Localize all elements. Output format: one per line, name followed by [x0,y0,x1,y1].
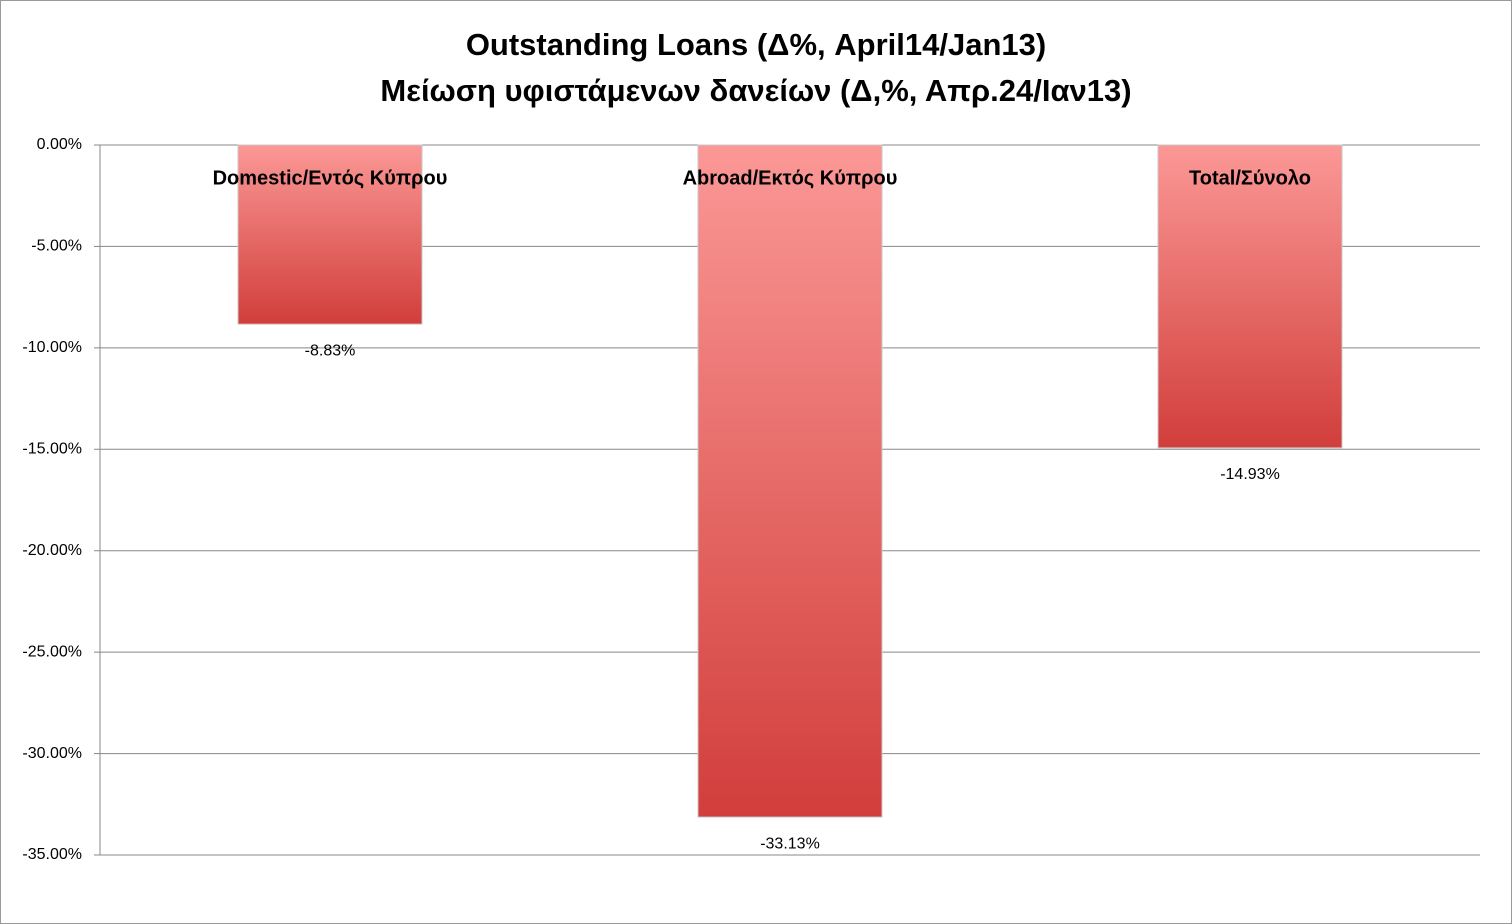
category-label: Total/Σύνολο [1189,167,1311,189]
value-label: -8.83% [305,342,356,359]
value-label: -14.93% [1220,466,1280,483]
bar [1157,144,1343,449]
bar [237,144,423,325]
y-tick-label: -10.00% [22,339,82,356]
y-tick-label: -5.00% [31,238,82,255]
y-tick-label: -15.00% [22,441,82,458]
y-tick-label: -20.00% [22,542,82,559]
y-tick-label: 0.00% [37,136,82,153]
y-tick-label: -25.00% [22,643,82,660]
chart-title: Outstanding Loans (Δ%, April14/Jan13) [466,27,1046,62]
y-tick-label: -35.00% [22,846,82,863]
chart-subtitle: Μείωση υφιστάμενων δανείων (Δ,%, Απρ.24/… [380,73,1131,108]
bar [697,144,883,818]
value-label: -33.13% [760,835,820,852]
category-label: Abroad/Εκτός Κύπρου [683,167,898,189]
category-label: Domestic/Εντός Κύπρου [213,167,448,189]
y-tick-label: -30.00% [22,745,82,762]
